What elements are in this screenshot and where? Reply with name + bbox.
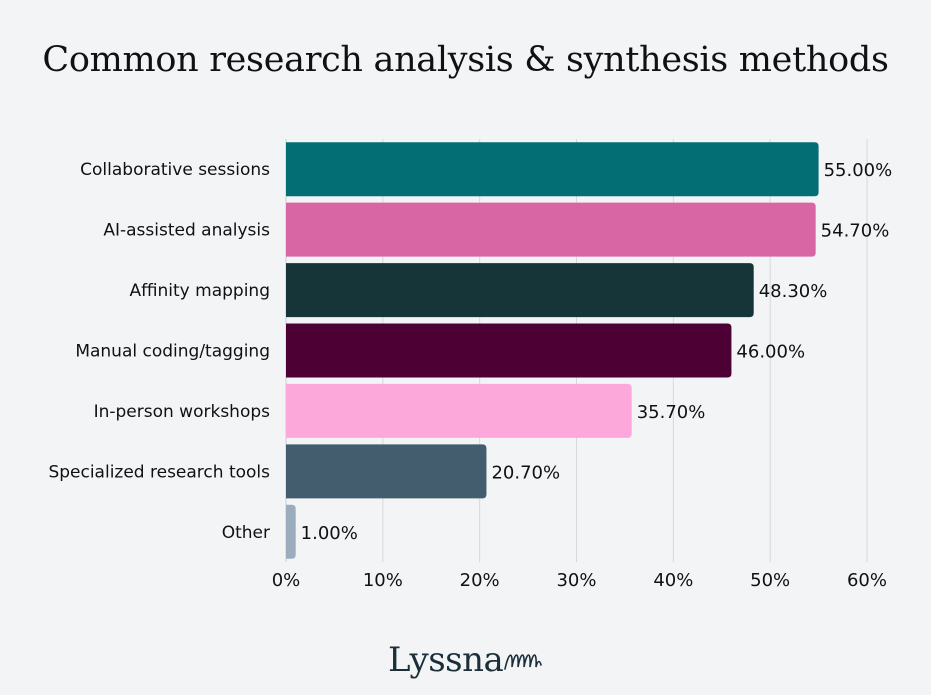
bar — [286, 263, 754, 318]
data-label: 46.00% — [736, 342, 805, 363]
x-tick-label: 30% — [556, 570, 596, 591]
brand-logo: Lyssna — [388, 640, 543, 680]
logo-squiggle-icon — [504, 654, 543, 670]
logo-wordmark: Lyssna — [388, 640, 504, 680]
category-label: Other — [222, 523, 270, 543]
data-label: 20.70% — [491, 462, 560, 483]
x-tick-label: 50% — [750, 570, 790, 591]
data-label: 1.00% — [301, 523, 358, 544]
category-label: In-person workshops — [94, 402, 271, 422]
x-tick-label: 0% — [272, 570, 301, 591]
bar — [286, 504, 296, 559]
data-label: 48.30% — [759, 281, 828, 302]
x-tick-label: 10% — [363, 570, 403, 591]
x-tick-label: 20% — [460, 570, 500, 591]
data-label: 55.00% — [824, 160, 893, 181]
data-label: 54.70% — [821, 221, 890, 242]
bar — [286, 444, 487, 499]
data-label: 35.70% — [637, 402, 706, 423]
category-label: Manual coding/tagging — [75, 342, 270, 362]
bar — [286, 202, 816, 257]
bar — [286, 383, 632, 438]
bar — [286, 142, 819, 197]
category-label: Specialized research tools — [48, 462, 270, 482]
bar — [286, 323, 732, 378]
category-label: Affinity mapping — [129, 281, 270, 301]
category-label: Collaborative sessions — [80, 160, 270, 180]
category-label: AI-assisted analysis — [103, 221, 270, 241]
x-tick-label: 60% — [847, 570, 887, 591]
chart-title: Common research analysis & synthesis met… — [42, 40, 889, 80]
x-tick-label: 40% — [653, 570, 693, 591]
